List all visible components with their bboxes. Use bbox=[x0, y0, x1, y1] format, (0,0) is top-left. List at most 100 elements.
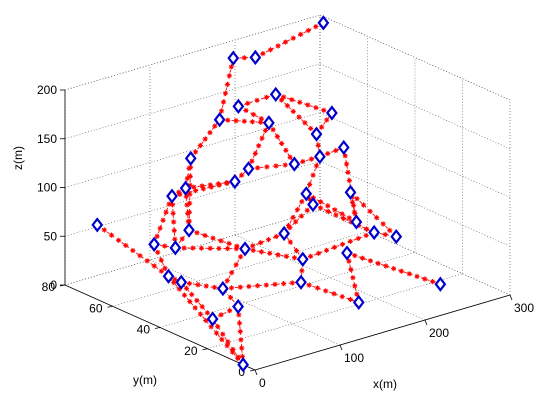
link-line bbox=[319, 147, 344, 158]
link-marker bbox=[282, 39, 289, 45]
grid-layer bbox=[64, 14, 511, 371]
link-marker bbox=[234, 243, 240, 249]
link bbox=[283, 233, 304, 260]
y-tick bbox=[202, 348, 208, 351]
link-marker bbox=[187, 182, 193, 188]
link-marker bbox=[192, 188, 199, 194]
link-marker bbox=[340, 215, 347, 222]
link-marker bbox=[190, 245, 196, 251]
grid-line bbox=[319, 63, 511, 150]
link-marker bbox=[254, 97, 260, 103]
link-marker bbox=[246, 283, 252, 290]
link-marker bbox=[406, 271, 412, 277]
link-marker bbox=[218, 312, 224, 318]
link-marker bbox=[263, 282, 269, 288]
link-marker bbox=[313, 163, 320, 169]
link-marker bbox=[226, 240, 232, 247]
link-marker bbox=[348, 266, 354, 273]
node-point bbox=[337, 139, 350, 156]
node-point bbox=[239, 241, 251, 257]
link-marker bbox=[279, 140, 285, 147]
node-point bbox=[179, 180, 192, 196]
link-marker bbox=[343, 161, 350, 167]
link-marker bbox=[203, 283, 209, 289]
link-marker bbox=[151, 263, 157, 269]
link-marker bbox=[137, 253, 143, 259]
link-marker bbox=[215, 181, 222, 187]
link-marker bbox=[354, 291, 360, 297]
link-marker bbox=[314, 285, 321, 291]
link-marker bbox=[287, 225, 293, 231]
node-point bbox=[300, 186, 313, 202]
y-tick bbox=[249, 369, 256, 372]
link-marker bbox=[350, 202, 357, 208]
link-marker bbox=[324, 117, 330, 123]
link-marker bbox=[342, 153, 348, 159]
link-marker bbox=[215, 323, 221, 330]
link bbox=[222, 280, 302, 291]
link-marker bbox=[296, 114, 302, 120]
link-marker bbox=[170, 210, 176, 216]
link-marker bbox=[290, 214, 296, 221]
link-line bbox=[244, 232, 285, 250]
node-point bbox=[325, 105, 338, 121]
node-point bbox=[368, 224, 381, 241]
node-point bbox=[213, 112, 226, 128]
link-marker bbox=[194, 297, 200, 304]
node-point bbox=[162, 268, 175, 284]
link-marker bbox=[208, 324, 214, 330]
link-marker bbox=[154, 233, 160, 239]
link-marker bbox=[360, 202, 367, 208]
link-marker bbox=[236, 320, 243, 326]
link-marker bbox=[197, 311, 204, 317]
link-marker bbox=[323, 247, 330, 253]
node-point bbox=[317, 15, 330, 31]
link-marker bbox=[391, 265, 397, 272]
link-marker bbox=[179, 236, 185, 242]
link-marker bbox=[262, 127, 269, 134]
link bbox=[350, 192, 397, 237]
link-marker bbox=[163, 209, 169, 215]
link-marker bbox=[227, 294, 234, 301]
link-line bbox=[350, 192, 397, 237]
link-marker bbox=[172, 276, 178, 282]
grid-line bbox=[319, 112, 511, 198]
y-axis-label: y(m) bbox=[133, 373, 157, 387]
link-marker bbox=[237, 254, 244, 260]
link-marker bbox=[162, 265, 168, 271]
link-marker bbox=[290, 108, 296, 115]
link-marker bbox=[319, 124, 325, 130]
node-point bbox=[296, 251, 309, 267]
link-line bbox=[168, 275, 244, 366]
node-point bbox=[344, 184, 357, 201]
node-point bbox=[169, 240, 182, 256]
link-marker bbox=[321, 107, 327, 113]
link-marker bbox=[237, 328, 243, 335]
link-marker bbox=[169, 202, 176, 208]
link bbox=[248, 162, 295, 171]
link bbox=[294, 156, 321, 165]
link-marker bbox=[256, 143, 262, 149]
link-marker bbox=[310, 172, 316, 178]
link-marker bbox=[158, 257, 164, 263]
box-edge bbox=[64, 14, 321, 91]
node-point bbox=[295, 274, 307, 290]
link-marker bbox=[323, 288, 329, 294]
node-point bbox=[310, 126, 323, 142]
link-line bbox=[283, 193, 307, 234]
x-tick bbox=[339, 344, 343, 351]
link-marker bbox=[264, 164, 270, 170]
link-marker bbox=[249, 158, 255, 164]
link-marker bbox=[207, 129, 213, 136]
node-point bbox=[148, 236, 161, 252]
link-marker bbox=[350, 275, 356, 281]
link-marker bbox=[228, 64, 234, 70]
link-marker bbox=[259, 135, 265, 141]
z-axis-label: z(m) bbox=[11, 146, 25, 170]
link-marker bbox=[227, 308, 233, 314]
x-tick bbox=[424, 319, 428, 326]
link-marker bbox=[325, 208, 331, 215]
link-marker bbox=[211, 284, 218, 290]
link-marker bbox=[287, 239, 293, 245]
link-marker bbox=[208, 184, 214, 190]
